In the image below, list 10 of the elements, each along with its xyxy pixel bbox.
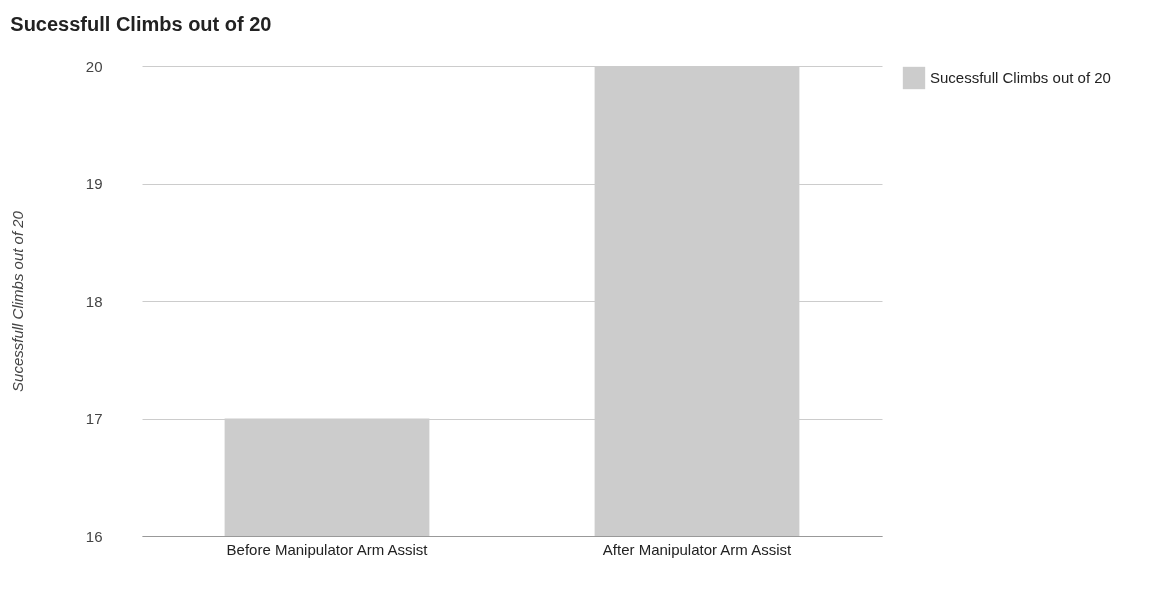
y-tick-label: 17 bbox=[85, 410, 103, 427]
y-axis-title: Sucessfull Climbs out of 20 bbox=[8, 210, 26, 392]
y-tick-label: 16 bbox=[85, 527, 103, 545]
y-tick-label: 18 bbox=[85, 292, 103, 310]
legend-label: Sucessfull Climbs out of 20 bbox=[930, 69, 1111, 86]
x-tick-label: After Manipulator Arm Assist bbox=[602, 540, 793, 558]
y-tick-label: 19 bbox=[85, 175, 103, 192]
chart-title: Sucessfull Climbs out of 20 bbox=[10, 13, 272, 35]
x-tick-label: Before Manipulator Arm Assist bbox=[226, 540, 429, 558]
y-tick-label: 20 bbox=[85, 57, 103, 75]
